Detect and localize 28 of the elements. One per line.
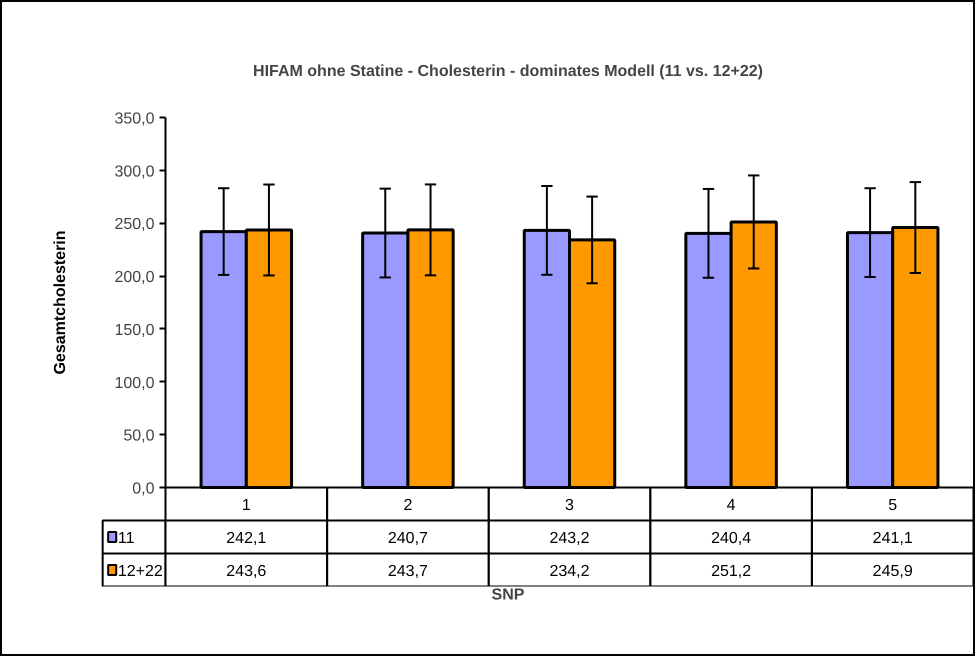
x-axis-title: SNP: [492, 586, 525, 604]
y-tick-label: 150,0: [114, 322, 155, 339]
data-label: 240,7: [388, 530, 428, 547]
data-label: 243,7: [388, 563, 428, 580]
y-tick-label: 50,0: [123, 428, 155, 445]
y-tick-label: 300,0: [114, 163, 155, 180]
x-tick-label: 5: [888, 497, 898, 514]
y-tick-label: 0,0: [132, 480, 155, 498]
data-label: 241,1: [872, 530, 913, 547]
y-tick-label: 350,0: [114, 110, 155, 128]
x-tick-label: 1: [242, 497, 251, 514]
legend-label: 11: [118, 530, 135, 547]
data-label: 234,2: [549, 563, 590, 580]
x-tick-label: 4: [726, 497, 736, 514]
data-label: 245,9: [872, 563, 913, 580]
data-label: 240,4: [711, 530, 752, 547]
data-label: 243,2: [549, 530, 590, 547]
x-tick-label: 2: [403, 497, 412, 514]
y-tick-label: 100,0: [114, 374, 155, 392]
data-label: 243,6: [226, 563, 266, 580]
data-label: 251,2: [711, 563, 752, 580]
y-tick-label: 200,0: [114, 269, 155, 286]
y-axis-title: Gesamtcholesterin: [52, 230, 69, 375]
data-label: 242,1: [226, 530, 266, 547]
chart-title: HIFAM ohne Statine - Cholesterin - dominates Modell (11 vs. 12+22): [253, 63, 763, 80]
y-tick-label: 250,0: [114, 216, 155, 234]
legend-label: 12+22: [118, 563, 163, 580]
x-tick-label: 3: [565, 497, 574, 514]
